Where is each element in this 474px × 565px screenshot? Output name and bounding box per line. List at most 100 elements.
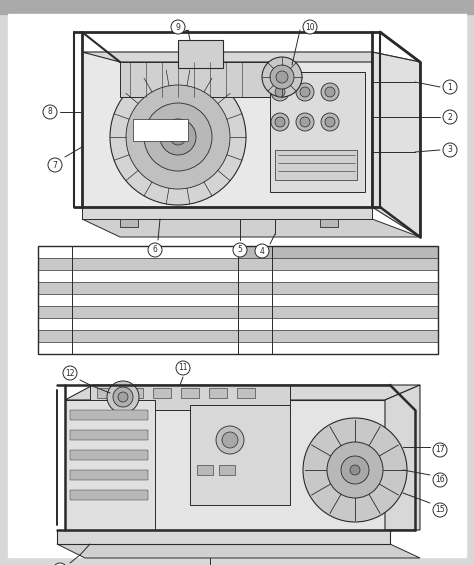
Circle shape [275,117,285,127]
Circle shape [443,143,457,157]
Polygon shape [82,219,420,237]
Bar [38,258,238,270]
Bar [38,246,438,354]
Bar [120,219,138,227]
Circle shape [443,110,457,124]
Circle shape [53,563,67,565]
Circle shape [350,465,360,475]
Circle shape [341,456,369,484]
Bar [70,430,148,440]
Text: 6: 6 [153,246,157,254]
Bar [238,246,438,258]
Text: 15: 15 [435,506,445,515]
Bar [181,388,199,398]
Bar [237,388,255,398]
Circle shape [300,117,310,127]
Bar [38,318,238,330]
Polygon shape [65,385,420,400]
Bar [70,490,148,500]
Circle shape [160,119,196,155]
Circle shape [303,418,407,522]
Circle shape [216,426,244,454]
Circle shape [48,158,62,172]
Circle shape [126,85,230,189]
Circle shape [325,87,335,97]
Bar [238,294,438,306]
Bar [82,52,372,207]
Bar [82,207,372,219]
Bar [238,342,438,354]
Circle shape [325,117,335,127]
Bar [320,219,338,227]
Circle shape [300,87,310,97]
Text: 1: 1 [447,82,452,92]
Bar [38,294,238,306]
Bar [57,530,390,544]
Bar [38,342,238,354]
Text: 9: 9 [175,23,181,32]
Circle shape [171,20,185,34]
Circle shape [443,80,457,94]
Bar [38,282,238,294]
Circle shape [270,65,294,89]
Text: 10: 10 [305,23,315,32]
Text: 11: 11 [178,363,188,372]
Bar [190,405,290,505]
Circle shape [176,361,190,375]
Bar [238,270,438,282]
Circle shape [43,105,57,119]
Bar [125,388,143,398]
Circle shape [107,381,139,413]
Circle shape [233,243,247,257]
Bar [70,470,148,480]
Text: 2: 2 [447,112,452,121]
Circle shape [255,244,269,258]
Circle shape [296,83,314,101]
Bar [133,119,188,141]
Bar [270,72,365,192]
Bar [38,306,238,318]
Text: 5: 5 [237,246,242,254]
Circle shape [275,87,285,97]
Bar [65,400,155,530]
Circle shape [276,71,288,83]
Circle shape [321,83,339,101]
Circle shape [118,392,128,402]
Bar [209,388,227,398]
Text: 4: 4 [260,246,264,255]
Circle shape [262,57,302,97]
Circle shape [222,432,238,448]
Circle shape [433,443,447,457]
Polygon shape [385,385,420,530]
Bar [70,410,148,420]
Bar [38,270,238,282]
Circle shape [271,83,289,101]
Bar [90,385,290,410]
Bar [219,465,235,475]
Text: 8: 8 [47,107,52,116]
Bar [0,0,474,14]
Bar [65,400,385,530]
Bar [238,306,438,318]
Bar [38,330,238,342]
Bar [238,258,438,270]
Bar [153,388,171,398]
Bar [97,388,115,398]
Text: 17: 17 [435,445,445,454]
Circle shape [321,113,339,131]
Polygon shape [82,52,420,62]
Bar [178,40,223,68]
Text: 12: 12 [65,368,75,377]
Bar [238,282,438,294]
Polygon shape [372,52,420,237]
Circle shape [148,243,162,257]
Circle shape [433,503,447,517]
Text: 7: 7 [53,160,57,170]
Circle shape [144,103,212,171]
Circle shape [113,387,133,407]
Circle shape [433,473,447,487]
Circle shape [63,366,77,380]
Circle shape [303,20,317,34]
Bar [275,150,357,180]
Bar [38,246,238,258]
